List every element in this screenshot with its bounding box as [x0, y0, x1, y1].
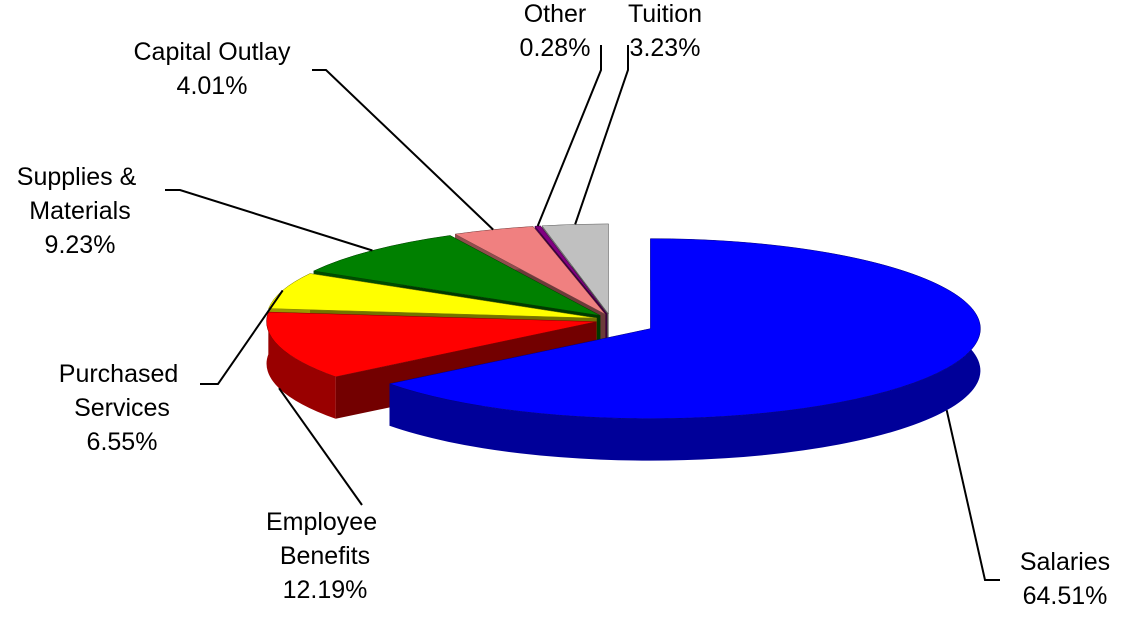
slice-top [266, 311, 597, 378]
slice-value-label: 0.28% [520, 34, 591, 62]
slice-top [541, 223, 609, 315]
slice-label: Employee Benefits [266, 508, 384, 570]
slice-label: Capital Outlay [133, 38, 291, 66]
slice-top [388, 238, 981, 419]
slice-value-label: 9.23% [45, 231, 116, 259]
leader-line [165, 189, 373, 252]
leader-line [574, 45, 629, 225]
slice-top [312, 235, 601, 316]
slice-label: Tuition [628, 0, 702, 28]
leader-line [200, 289, 284, 385]
slice-label: Supplies & Materials [17, 163, 143, 225]
slice-label: Purchased Services [59, 360, 185, 422]
leader-line [278, 387, 363, 506]
slice [388, 238, 981, 461]
slice-value-label: 3.23% [630, 34, 701, 62]
slice-label: Other [524, 0, 587, 28]
leader-line [312, 69, 494, 231]
slice-value-label: 4.01% [177, 72, 248, 100]
slice-wall [266, 312, 336, 419]
leader-line [536, 45, 602, 227]
slice-top [454, 226, 606, 315]
slice-value-label: 64.51% [1023, 582, 1108, 610]
slice-top [268, 273, 597, 319]
leader-line [945, 410, 1000, 581]
slice-label: Salaries [1020, 548, 1110, 576]
slice-value-label: 6.55% [87, 428, 158, 456]
slice-value-label: 12.19% [283, 576, 368, 604]
